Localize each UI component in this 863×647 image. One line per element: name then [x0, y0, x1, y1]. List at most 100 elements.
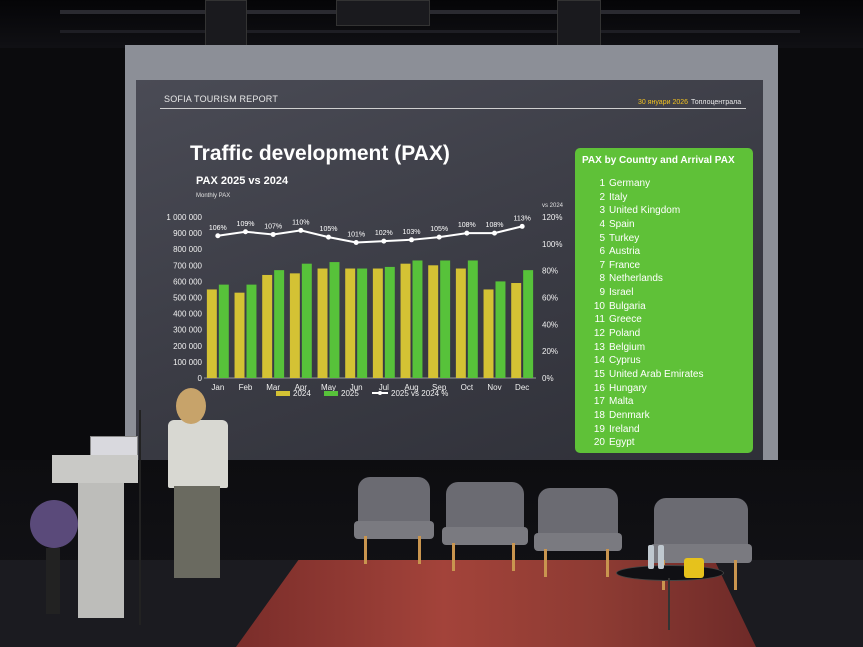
y-tick-label: 400 000	[173, 310, 202, 319]
bar-2024	[289, 273, 300, 378]
y-tick-label: 100 000	[173, 358, 202, 367]
ratio-data-label: 105%	[430, 226, 448, 233]
country-name: Bulgaria	[609, 300, 646, 312]
x-tick-label: Nov	[487, 383, 501, 392]
y2-tick-label: 60%	[542, 294, 558, 303]
bar-2025	[384, 266, 395, 378]
country-panel-heading: PAX by Country and Arrival PAX	[582, 155, 735, 166]
country-name: Denmark	[609, 409, 650, 421]
lighting-truss	[0, 0, 863, 63]
y2-tick-label: 20%	[542, 347, 558, 356]
armchair	[442, 482, 528, 572]
bar-2025	[218, 284, 229, 378]
country-name: Netherlands	[609, 273, 663, 285]
country-list-item: 11 Greece	[589, 313, 704, 327]
slide-header-venue: Топлоцентрала	[691, 99, 742, 106]
legend-swatch-ratio-point	[378, 391, 382, 395]
y-tick-label: 500 000	[173, 294, 202, 303]
bar-2024	[234, 292, 245, 378]
water-bottle	[648, 545, 654, 569]
speaker-head	[176, 388, 206, 424]
plant-stand	[46, 548, 60, 614]
ratio-data-label: 109%	[237, 221, 255, 228]
slide-header-title: SOFIA TOURISM REPORT	[164, 94, 279, 104]
country-name: Turkey	[609, 232, 640, 244]
country-rank: 17	[593, 396, 605, 408]
x-tick-label: Dec	[515, 383, 529, 392]
bar-2025	[412, 260, 423, 378]
country-list-item: 6 Austria	[589, 245, 704, 259]
country-list-item: 12 Poland	[589, 327, 704, 341]
bar-2024	[400, 263, 411, 378]
country-rank: 1	[599, 178, 605, 189]
x-tick-label: Apr	[295, 383, 308, 392]
x-tick-label: Aug	[404, 383, 418, 392]
ratio-data-label: 105%	[320, 226, 338, 233]
x-tick-label: Mar	[266, 383, 280, 392]
country-name: Austria	[609, 246, 641, 258]
country-name: Spain	[609, 218, 635, 230]
country-rank: 4	[599, 218, 605, 230]
country-rank: 6	[599, 246, 605, 258]
ratio-point	[409, 237, 414, 243]
podium-top	[52, 455, 138, 483]
legend-label: 2025	[341, 389, 359, 398]
bar-2024	[455, 268, 466, 378]
x-tick-label: Jun	[350, 383, 363, 392]
ratio-point	[519, 223, 525, 229]
y2-tick-label: 120%	[542, 213, 562, 222]
ratio-data-label: 106%	[209, 225, 227, 232]
bar-2024	[206, 289, 217, 378]
bar-2024	[372, 268, 383, 378]
country-list-item: 16 Hungary	[589, 382, 704, 396]
country-rank: 16	[593, 382, 605, 394]
bar-2025	[329, 262, 340, 378]
ratio-line	[217, 225, 523, 244]
legend-label: 2024	[293, 389, 311, 398]
y2-tick-label: 40%	[542, 320, 558, 329]
bar-2025	[357, 268, 368, 378]
y2-axis-label: vs 2024	[542, 203, 564, 209]
bar-2025	[495, 281, 506, 378]
ratio-point	[326, 234, 331, 240]
x-tick-label: Jul	[379, 383, 389, 392]
speaker-skirt	[174, 486, 220, 578]
bar-2024	[511, 283, 522, 378]
ratio-data-label: 113%	[513, 215, 530, 222]
country-rank: 9	[599, 287, 605, 299]
country-name: Italy	[609, 191, 628, 203]
y-tick-label: 900 000	[173, 229, 202, 238]
country-list-item: 7 France	[589, 259, 704, 273]
x-tick-label: Oct	[461, 383, 474, 392]
ratio-data-label: 110%	[292, 219, 309, 226]
country-list-item: 2 Italy	[589, 191, 704, 205]
ratio-point	[464, 230, 470, 236]
projected-slide: SOFIA TOURISM REPORT 30 януари 2026 Топл…	[136, 80, 763, 470]
country-list-item: 9 Israel	[589, 286, 704, 300]
country-list-item: 10 Bulgaria	[589, 300, 704, 314]
country-rank: 14	[593, 355, 605, 367]
country-list-item: 20 Egypt	[589, 436, 704, 450]
country-rank: 19	[593, 423, 605, 435]
x-tick-label: May	[321, 383, 336, 392]
bar-2024	[345, 268, 356, 378]
ratio-point	[381, 238, 387, 244]
podium	[78, 483, 124, 618]
side-table	[616, 565, 724, 581]
country-list-item: 4 Spain	[589, 218, 704, 232]
slide-header-date: 30 януари 2026	[638, 99, 689, 106]
microphone-stand	[139, 410, 141, 625]
chart-title: PAX 2025 vs 2024	[196, 175, 289, 187]
country-rank: 3	[599, 205, 605, 217]
country-name: Poland	[609, 328, 641, 340]
country-rank: 2	[599, 191, 605, 203]
country-list-item: 1 Germany	[589, 177, 704, 191]
ratio-data-label: 108%	[458, 222, 476, 229]
bar-2025	[523, 270, 534, 378]
chart-y-axis-label: Monthly PAX	[196, 193, 231, 199]
bar-2025	[246, 284, 257, 378]
country-ranking-panel: PAX by Country and Arrival PAX 1 Germany 2…	[575, 148, 753, 453]
country-rank: 10	[593, 300, 605, 312]
country-name: Israel	[609, 287, 634, 299]
country-rank: 13	[593, 341, 605, 353]
